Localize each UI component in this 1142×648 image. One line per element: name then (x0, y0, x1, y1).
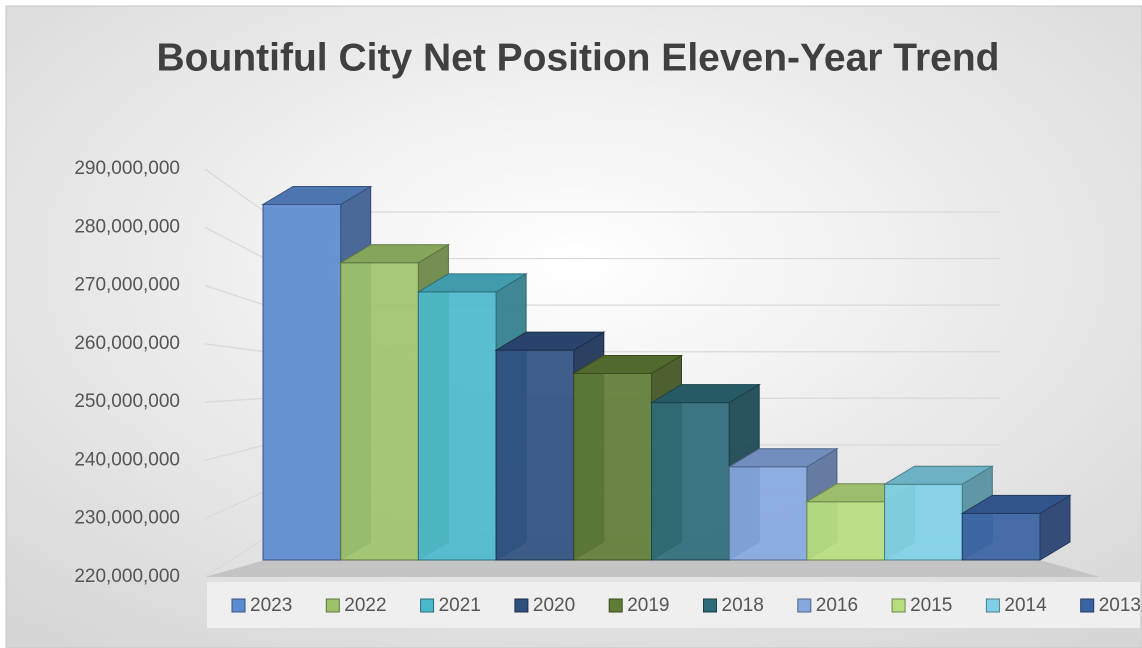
bar-top (727, 448, 839, 468)
legend-label: 2013 (1099, 595, 1141, 616)
legend-label: 2018 (722, 595, 764, 616)
bar-top (882, 465, 995, 485)
legend-swatch (797, 598, 812, 613)
y-tick-label: 290,000,000 (74, 158, 180, 179)
y-tick-label: 230,000,000 (74, 508, 180, 529)
legend-swatch (325, 598, 340, 613)
floor (205, 560, 1100, 577)
legend-label: 2016 (816, 595, 858, 616)
y-tick-label: 260,000,000 (74, 333, 180, 354)
legend-label: 2020 (533, 595, 575, 616)
bar (340, 262, 419, 561)
bar (651, 402, 730, 561)
bar-top (416, 273, 528, 293)
bar-top (261, 185, 373, 205)
y-tick-label: 220,000,000 (74, 566, 180, 587)
bar (728, 466, 808, 561)
bar (806, 501, 886, 561)
legend-bg (207, 582, 1140, 628)
legend-swatch (514, 598, 529, 613)
bar-top (494, 331, 606, 351)
legend-label: 2022 (344, 595, 386, 616)
bar (262, 203, 342, 561)
legend-swatch (703, 598, 717, 613)
y-tick-label: 280,000,000 (74, 216, 180, 237)
legend-swatch (231, 598, 246, 613)
legend-swatch (608, 598, 623, 613)
bar (573, 372, 652, 561)
y-tick-label: 240,000,000 (74, 449, 180, 470)
legend-swatch (985, 598, 1000, 613)
y-tick-label: 270,000,000 (74, 275, 180, 296)
legend-swatch (420, 598, 435, 613)
legend-label: 2019 (627, 595, 669, 616)
bar (417, 291, 497, 561)
bar (884, 483, 963, 561)
legend-label: 2021 (439, 595, 481, 616)
legend-label: 2014 (1004, 595, 1047, 616)
bar (495, 349, 575, 561)
bar-top (571, 354, 684, 374)
bar-top (960, 494, 1072, 514)
legend-swatch (1080, 598, 1095, 613)
legend-label: 2015 (910, 595, 952, 616)
chart-title: Bountiful City Net Position Eleven-Year … (157, 36, 1000, 79)
y-tick-label: 250,000,000 (74, 391, 180, 412)
bar-top (338, 244, 451, 264)
legend-swatch (891, 598, 906, 613)
legend-label: 2023 (250, 595, 292, 616)
bar-top (649, 384, 762, 404)
bar (961, 512, 1041, 561)
